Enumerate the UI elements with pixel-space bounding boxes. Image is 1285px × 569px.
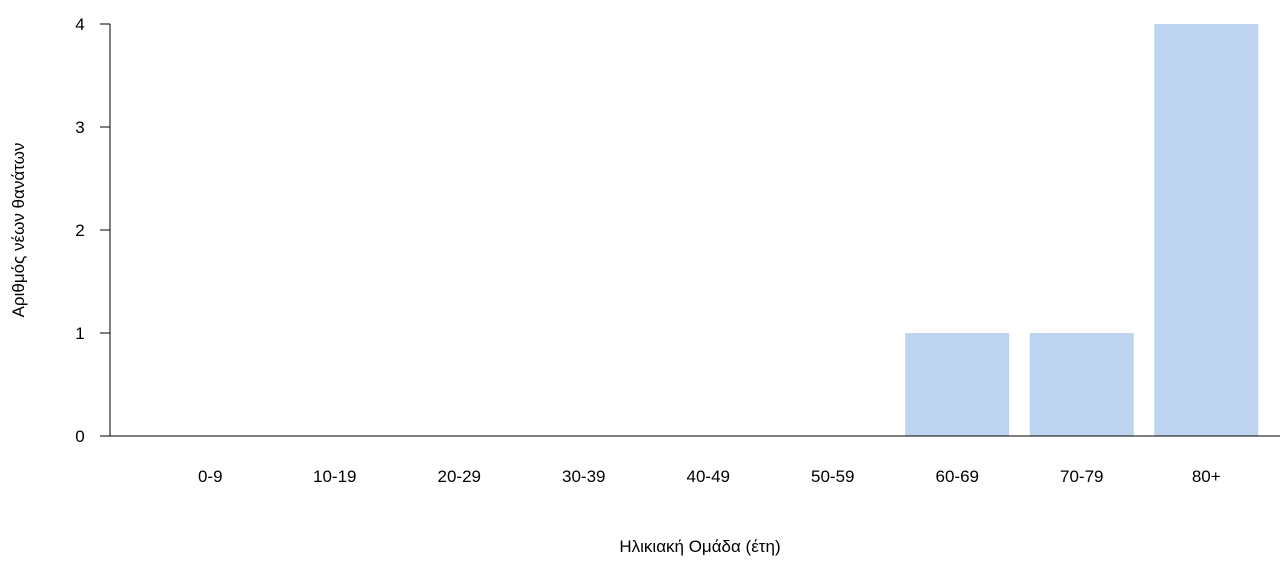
y-tick-label: 3	[75, 118, 84, 137]
x-tick-label: 70-79	[1060, 467, 1103, 486]
x-tick-label: 10-19	[313, 467, 356, 486]
bar-80+	[1154, 24, 1259, 436]
x-axis: 0-9 10-19 20-29 30-39 40-49 50-59 60-69 70-79 80…	[110, 435, 1280, 486]
x-tick-label: 80+	[1192, 467, 1221, 486]
bars	[905, 24, 1259, 436]
x-axis-title: Ηλικιακή Ομάδα (έτη)	[619, 537, 780, 556]
y-tick-label: 4	[75, 15, 84, 34]
x-tick-label: 60-69	[936, 467, 979, 486]
y-axis: 0 1 2 3 4	[75, 15, 111, 446]
y-tick-label: 2	[75, 221, 84, 240]
x-tick-label: 50-59	[811, 467, 854, 486]
x-tick-label: 20-29	[438, 467, 481, 486]
bar-70-79	[1029, 333, 1134, 436]
x-tick-label: 0-9	[198, 467, 223, 486]
y-tick-label: 1	[75, 324, 84, 343]
y-tick-label: 0	[75, 427, 84, 446]
y-axis-title: Αριθμός νέων θανάτων	[9, 143, 28, 318]
bar-60-69	[905, 333, 1010, 436]
x-tick-label: 40-49	[687, 467, 730, 486]
x-tick-label: 30-39	[562, 467, 605, 486]
